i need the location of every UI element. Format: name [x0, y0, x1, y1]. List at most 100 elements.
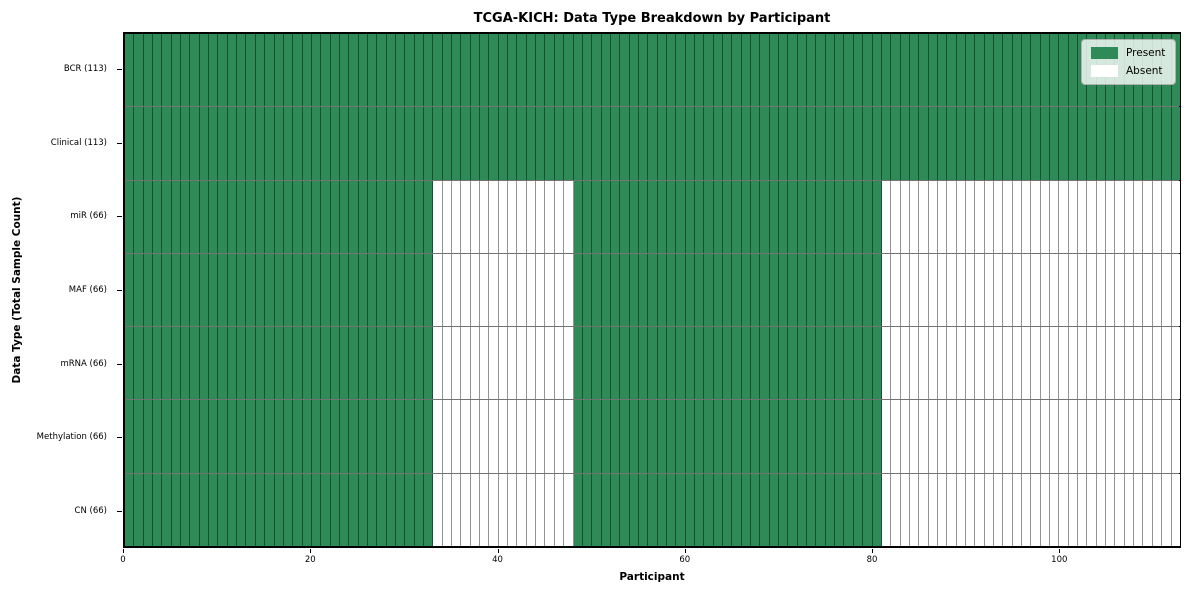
heatmap-cell-absent [554, 400, 565, 473]
heatmap-cell-absent [965, 473, 976, 546]
heatmap-cell-present [975, 34, 985, 107]
heatmap-cell-absent [1087, 473, 1097, 546]
heatmap-cell-present [872, 400, 882, 473]
heatmap-cell-present [405, 473, 415, 546]
heatmap-cell-absent [891, 400, 901, 473]
heatmap-cell-absent [480, 400, 490, 473]
heatmap-cell-present [704, 400, 714, 473]
heatmap-cell-absent [1124, 253, 1135, 327]
heatmap-cell-absent [526, 473, 537, 546]
heatmap-cell-present [648, 253, 658, 327]
heatmap-cell-present [349, 253, 359, 327]
heatmap-cell-present [638, 400, 649, 473]
heatmap-cell-present [367, 107, 378, 180]
heatmap-cell-present [162, 400, 172, 473]
heatmap-cell-present [807, 253, 817, 327]
heatmap-cell-present [153, 473, 163, 546]
heatmap-cell-present [769, 400, 780, 473]
heatmap-cell-present [648, 400, 658, 473]
heatmap-cell-absent [536, 473, 546, 546]
heatmap-cell-present [1022, 34, 1032, 107]
heatmap-cell-present [816, 327, 826, 400]
heatmap-cell-absent [1078, 253, 1088, 327]
heatmap-cell-present [741, 473, 752, 546]
heatmap-cell-present [218, 107, 228, 180]
heatmap-cell-present [339, 180, 350, 253]
heatmap-cell-present [872, 473, 882, 546]
heatmap-cell-present [470, 34, 481, 107]
heatmap-cell-present [171, 107, 182, 180]
heatmap-cell-present [330, 327, 340, 400]
heatmap-cell-present [153, 253, 163, 327]
heatmap-cell-absent [956, 253, 966, 327]
heatmap-cell-present [835, 253, 845, 327]
heatmap-cell-present [573, 473, 583, 546]
heatmap-cell-absent [1050, 327, 1060, 400]
heatmap-cell-absent [1115, 253, 1125, 327]
heatmap-cell-absent [1106, 473, 1116, 546]
heatmap-cell-present [760, 180, 770, 253]
heatmap-cell-absent [881, 473, 892, 546]
heatmap-cell-absent [1087, 253, 1097, 327]
heatmap-row [125, 473, 1180, 546]
heatmap-cell-present [788, 180, 798, 253]
heatmap-cell-present [330, 34, 340, 107]
heatmap-cell-present [573, 34, 583, 107]
heatmap-cell-present [666, 180, 677, 253]
y-tick-mark [117, 216, 122, 217]
heatmap-cell-present [1031, 34, 1041, 107]
heatmap-cell-absent [1031, 400, 1041, 473]
heatmap-cell-present [779, 253, 789, 327]
heatmap-cell-present [237, 253, 247, 327]
heatmap-cell-absent [564, 180, 574, 253]
heatmap-cell-absent [452, 400, 462, 473]
heatmap-cell-absent [480, 473, 490, 546]
heatmap-cell-present [853, 400, 864, 473]
heatmap-cell-present [582, 400, 593, 473]
heatmap-cell-present [171, 34, 182, 107]
heatmap-cell-present [367, 253, 378, 327]
y-tick-mark [117, 437, 122, 438]
heatmap-cell-present [610, 34, 621, 107]
heatmap-cell-present [723, 400, 733, 473]
heatmap-cell-present [872, 327, 882, 400]
heatmap-cell-absent [498, 253, 509, 327]
heatmap-cell-absent [956, 400, 966, 473]
heatmap-cell-absent [1124, 400, 1135, 473]
heatmap-cell-present [993, 34, 1004, 107]
heatmap-cell-present [676, 34, 686, 107]
heatmap-cell-present [592, 34, 602, 107]
heatmap-cell-absent [993, 180, 1004, 253]
heatmap-cell-present [293, 180, 303, 253]
heatmap-cell-present [218, 253, 228, 327]
heatmap-cell-absent [900, 400, 910, 473]
heatmap-cell-present [424, 180, 434, 253]
heatmap-cell-present [601, 327, 611, 400]
heatmap-cell-present [610, 473, 621, 546]
heatmap-cell-present [143, 180, 154, 253]
legend-swatch-absent [1091, 65, 1118, 77]
heatmap-cell-absent [1134, 327, 1144, 400]
heatmap-cell-present [274, 107, 284, 180]
heatmap-cell-absent [919, 327, 929, 400]
heatmap-cell-absent [881, 400, 892, 473]
heatmap-cell-present [1068, 34, 1079, 107]
heatmap-cell-absent [1003, 473, 1013, 546]
heatmap-cell-present [807, 473, 817, 546]
heatmap-cell-absent [545, 180, 555, 253]
heatmap-cell-present [685, 327, 695, 400]
heatmap-cell-absent [1115, 327, 1125, 400]
heatmap-cell-present [125, 107, 135, 180]
heatmap-cell-absent [470, 327, 481, 400]
heatmap-cell-present [1012, 34, 1022, 107]
heatmap-cell-present [825, 327, 836, 400]
heatmap-cell-absent [1162, 400, 1172, 473]
heatmap-cell-present [769, 180, 780, 253]
heatmap-cell-present [1050, 107, 1060, 180]
heatmap-cell-present [694, 180, 705, 253]
heatmap-cell-present [311, 400, 322, 473]
heatmap-cell-absent [1115, 180, 1125, 253]
heatmap-cell-absent [1012, 473, 1022, 546]
heatmap-cell-present [377, 34, 387, 107]
heatmap-cell-present [909, 107, 920, 180]
